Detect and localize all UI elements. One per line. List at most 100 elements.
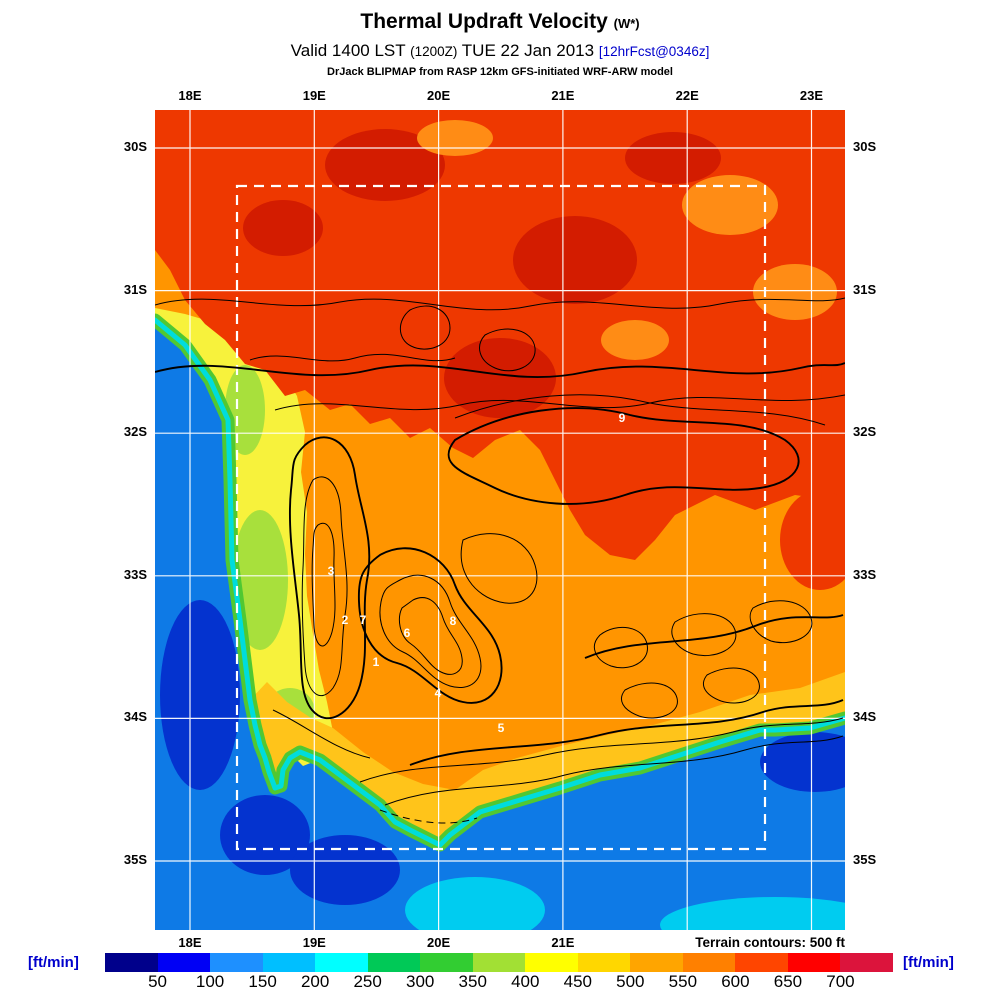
colorbar-segment (630, 953, 683, 972)
contour-value-label: 3 (328, 564, 335, 578)
shallow-cyan-patch (660, 897, 845, 930)
lat-label-right: 31S (853, 281, 877, 297)
lon-label-top: 20E (427, 88, 451, 103)
deep-water-patch (760, 732, 845, 792)
colorbar-tick: 550 (668, 972, 698, 991)
contour-value-label: 5 (498, 721, 505, 735)
green-lowland-patch (225, 365, 265, 455)
gold-coastal-band (250, 672, 845, 845)
lat-label-right: 34S (853, 709, 877, 725)
colorbar-segment (840, 953, 893, 972)
lat-label-left: 32S (123, 424, 147, 440)
colorbar-segment (525, 953, 578, 972)
warm-patch (601, 320, 669, 360)
lon-label-top: 18E (178, 88, 202, 103)
colorbar-tick: 650 (773, 972, 803, 991)
title-variable-suffix: (W*) (613, 16, 640, 31)
colorbar-segment (157, 953, 211, 972)
colorbar-tick: 200 (300, 972, 330, 991)
lon-label-bottom: 21E (551, 935, 575, 950)
graticule-grid (155, 110, 845, 930)
terrain-contour-note: Terrain contours: 500 ft (695, 935, 845, 950)
lon-label-bottom: 18E (178, 935, 202, 950)
colorbar-tick: 250 (353, 972, 382, 991)
colorbar-tick: 150 (248, 972, 277, 991)
lat-label-right: 35S (853, 852, 877, 867)
colorbar-tick: 350 (458, 972, 487, 991)
valid-zulu: (1200Z) (410, 44, 458, 59)
colorbar-segment (315, 953, 368, 972)
deep-water-patch (160, 600, 240, 790)
colorbar-tick: 300 (406, 972, 435, 991)
lon-label-bottom: 19E (302, 935, 326, 950)
colorbar-segment (472, 953, 526, 972)
colorbar-tick: 450 (563, 972, 592, 991)
contour-value-label: 8 (450, 614, 457, 628)
valid-date: TUE 22 Jan 2013 (461, 41, 595, 60)
coastline-cyan-fringe (155, 317, 845, 848)
lat-label-right: 30S (853, 139, 877, 154)
colorbar-segment (682, 953, 736, 972)
warm-patch (682, 175, 778, 235)
lat-label-left: 35S (123, 852, 147, 867)
colorbar-tick: 600 (721, 972, 750, 991)
lat-label-right: 32S (853, 424, 877, 440)
colorbar-segment (367, 953, 421, 972)
hot-patch (243, 200, 323, 256)
colorbar-tick: 100 (195, 972, 225, 991)
colorbar-segment (420, 953, 473, 972)
warm-patch (753, 264, 837, 320)
colorbar-tick: 700 (826, 972, 855, 991)
deep-water-patch (220, 795, 310, 875)
colorbar-segment (577, 953, 631, 972)
contour-value-label: 7 (360, 613, 367, 627)
contour-value-label: 9 (619, 411, 626, 425)
colorbar-segment (787, 953, 841, 972)
colorbar-unit-left: [ft/min] (28, 954, 79, 971)
model-attribution-line: DrJack BLIPMAP from RASP 12km GFS-initia… (327, 66, 673, 78)
green-lowland-patch (232, 510, 288, 650)
hot-patch (513, 216, 637, 304)
lat-label-left: 34S (123, 709, 147, 725)
updraft-field-map: 9 3 2 7 6 1 8 4 5 (155, 110, 845, 930)
red-zone (155, 110, 845, 560)
lon-label-top: 21E (551, 88, 575, 103)
colorbar (105, 953, 893, 972)
colorbar-segment (210, 953, 263, 972)
colorbar-tick-row: 50 100 150 200 250 300 350 400 450 500 550 600 650 70… (105, 972, 893, 994)
inner-domain-box (235, 184, 767, 851)
warm-patch (417, 120, 493, 156)
terrain-contours (155, 297, 845, 824)
lon-label-bottom: 20E (427, 935, 451, 950)
page-title: Thermal Updraft Velocity (W*) (0, 10, 1000, 34)
contour-value-label: 2 (342, 613, 349, 627)
colorbar-tick: 500 (616, 972, 645, 991)
lon-label-top: 19E (302, 88, 326, 103)
hot-patch (325, 129, 445, 201)
lon-label-top: 22E (675, 88, 699, 103)
colorbar-tick: 400 (511, 972, 540, 991)
colorbar-footer: [ft/min] 50 100 150 200 250 300 350 400 450 500 55… (0, 948, 1000, 998)
valid-time-line: Valid 1400 LST (1200Z) TUE 22 Jan 2013 [… (0, 41, 1000, 61)
contour-labels-group: 9 3 2 7 6 1 8 4 5 (328, 411, 626, 735)
hot-patch (625, 132, 721, 184)
colorbar-segment (262, 953, 316, 972)
contour-value-label: 6 (404, 626, 411, 640)
red-zone-patch (780, 490, 845, 590)
colorbar-tick: 50 (148, 972, 167, 991)
lon-label-top: 23E (799, 88, 824, 103)
title-text: Thermal Updraft Velocity (360, 10, 608, 33)
valid-prefix: Valid 1400 LST (290, 41, 406, 60)
deep-water-patch (290, 835, 400, 905)
forecast-tag: [12hrFcst@0346z] (598, 44, 710, 59)
contour-value-label: 4 (435, 686, 442, 700)
lat-label-left: 31S (123, 281, 147, 297)
colorbar-unit-right: [ft/min] (903, 954, 954, 971)
lat-label-left: 33S (123, 566, 147, 582)
colorbar-segment (105, 953, 158, 972)
hot-patch (444, 338, 556, 418)
shallow-cyan-patch (405, 877, 545, 930)
colorbar-segment (735, 953, 788, 972)
